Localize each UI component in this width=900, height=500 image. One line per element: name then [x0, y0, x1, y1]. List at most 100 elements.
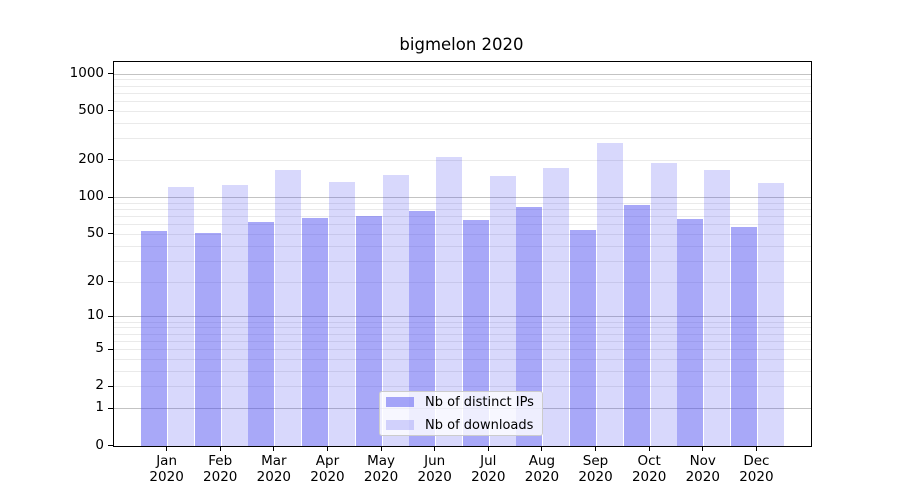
y-axis-tick [108, 385, 113, 387]
x-axis-tick [755, 446, 757, 451]
x-axis-tick [166, 446, 168, 451]
gridline-major [114, 197, 811, 198]
bar-distinct-ips-sep [570, 230, 597, 446]
bar-downloads-nov [704, 170, 731, 446]
x-axis-tick [326, 446, 328, 451]
x-axis-tick [380, 446, 382, 451]
bar-distinct-ips-feb [194, 233, 221, 446]
bar-downloads-sep [597, 143, 624, 446]
y-axis-tick-label: 500 [78, 101, 104, 118]
y-axis-tick-label: 200 [78, 150, 104, 167]
y-axis-tick [108, 315, 113, 317]
y-axis-tick [108, 445, 113, 446]
y-axis-tick-label: 100 [78, 188, 104, 204]
gridline-minor [114, 281, 811, 283]
y-axis-tick [108, 73, 113, 74]
x-axis-tick [273, 446, 275, 451]
x-axis-tick [702, 446, 704, 451]
x-axis-tick [595, 446, 597, 451]
x-axis-tick-label: Nov 2020 [685, 453, 720, 485]
gridline-minor [114, 386, 811, 388]
x-axis-tick [648, 446, 650, 451]
gridline-major [114, 73, 811, 75]
gridline-minor [114, 370, 811, 372]
gridline-minor [114, 321, 811, 323]
gridline-minor [114, 208, 811, 210]
bar-downloads-oct [650, 163, 677, 446]
x-axis-tick [541, 446, 543, 451]
legend: Nb of distinct IPs Nb of downloads [379, 391, 543, 436]
y-axis-tick-label: 10 [86, 307, 104, 324]
bar-downloads-feb [221, 185, 248, 446]
plot-area [113, 61, 812, 447]
bar-distinct-ips-jan [141, 231, 168, 446]
y-axis-tick-label: 1 [95, 399, 104, 416]
y-axis-tick-label: 1000 [69, 64, 104, 81]
gridline-minor [114, 233, 811, 235]
x-axis-tick-label: Feb 2020 [203, 453, 238, 485]
gridline-minor [114, 358, 811, 360]
legend-swatch-downloads [386, 420, 414, 430]
gridline-minor [114, 215, 811, 217]
bar-distinct-ips-mar [248, 222, 275, 446]
bar-distinct-ips-oct [623, 204, 650, 446]
x-axis-tick [487, 446, 489, 451]
gridline-minor [114, 333, 811, 335]
y-axis-tick-label: 2 [95, 377, 104, 394]
chart-title: bigmelon 2020 [399, 35, 524, 54]
x-axis-tick-label: Sep 2020 [578, 453, 613, 485]
x-axis-tick-label: Dec 2020 [739, 453, 774, 485]
y-axis-tick-label: 0 [95, 436, 104, 453]
gridline-minor [114, 85, 811, 87]
gridline-minor [114, 245, 811, 247]
gridline-minor [114, 349, 811, 351]
x-axis-tick-label: Mar 2020 [256, 453, 292, 485]
bar-downloads-jan [168, 186, 195, 446]
gridline-minor [114, 138, 811, 140]
legend-label-downloads: Nb of downloads [425, 417, 534, 433]
legend-item: Nb of downloads [386, 418, 534, 433]
gridline-minor [114, 110, 811, 112]
x-axis-tick [219, 446, 221, 451]
bar-distinct-ips-may [355, 215, 382, 446]
y-axis-tick-label: 50 [86, 224, 104, 241]
gridline-minor [114, 224, 811, 226]
bar-distinct-ips-apr [301, 218, 328, 446]
x-axis-tick [434, 446, 436, 451]
gridline-minor [114, 202, 811, 204]
bar-distinct-ips-dec [730, 227, 757, 446]
gridline-minor [114, 340, 811, 342]
gridline-minor [114, 159, 811, 161]
gridline-minor [114, 260, 811, 262]
y-axis-tick [108, 110, 113, 112]
x-axis-tick-label: Jan 2020 [149, 453, 184, 485]
x-axis-tick-label: Aug 2020 [524, 453, 560, 485]
x-axis-tick-label: Oct 2020 [631, 453, 667, 485]
gridline-minor [114, 327, 811, 329]
bar-downloads-aug [543, 167, 570, 446]
legend-item: Nb of distinct IPs [386, 395, 534, 410]
bar-downloads-apr [328, 182, 355, 446]
y-axis-tick [108, 159, 113, 161]
y-axis-tick [108, 281, 113, 283]
gridline-major [114, 316, 811, 318]
legend-label-distinct-ips: Nb of distinct IPs [425, 394, 534, 410]
y-axis-tick [108, 407, 113, 409]
legend-swatch-distinct-ips [386, 397, 414, 407]
gridline-minor [114, 79, 811, 81]
bar-downloads-dec [757, 182, 784, 446]
gridline-minor [114, 100, 811, 102]
gridline-minor [114, 92, 811, 94]
y-axis-tick [108, 196, 113, 198]
gridline-minor [114, 122, 811, 124]
bar-downloads-mar [275, 170, 302, 446]
x-axis-tick-label: May 2020 [363, 453, 399, 485]
y-axis-tick [108, 348, 113, 350]
bar-distinct-ips-nov [677, 218, 704, 446]
y-axis-tick-label: 20 [86, 272, 104, 289]
x-axis-tick-label: Jul 2020 [471, 453, 506, 485]
x-axis-tick-label: Jun 2020 [417, 453, 452, 485]
y-axis-tick-label: 5 [95, 340, 104, 357]
x-axis-tick-label: Apr 2020 [310, 453, 345, 485]
